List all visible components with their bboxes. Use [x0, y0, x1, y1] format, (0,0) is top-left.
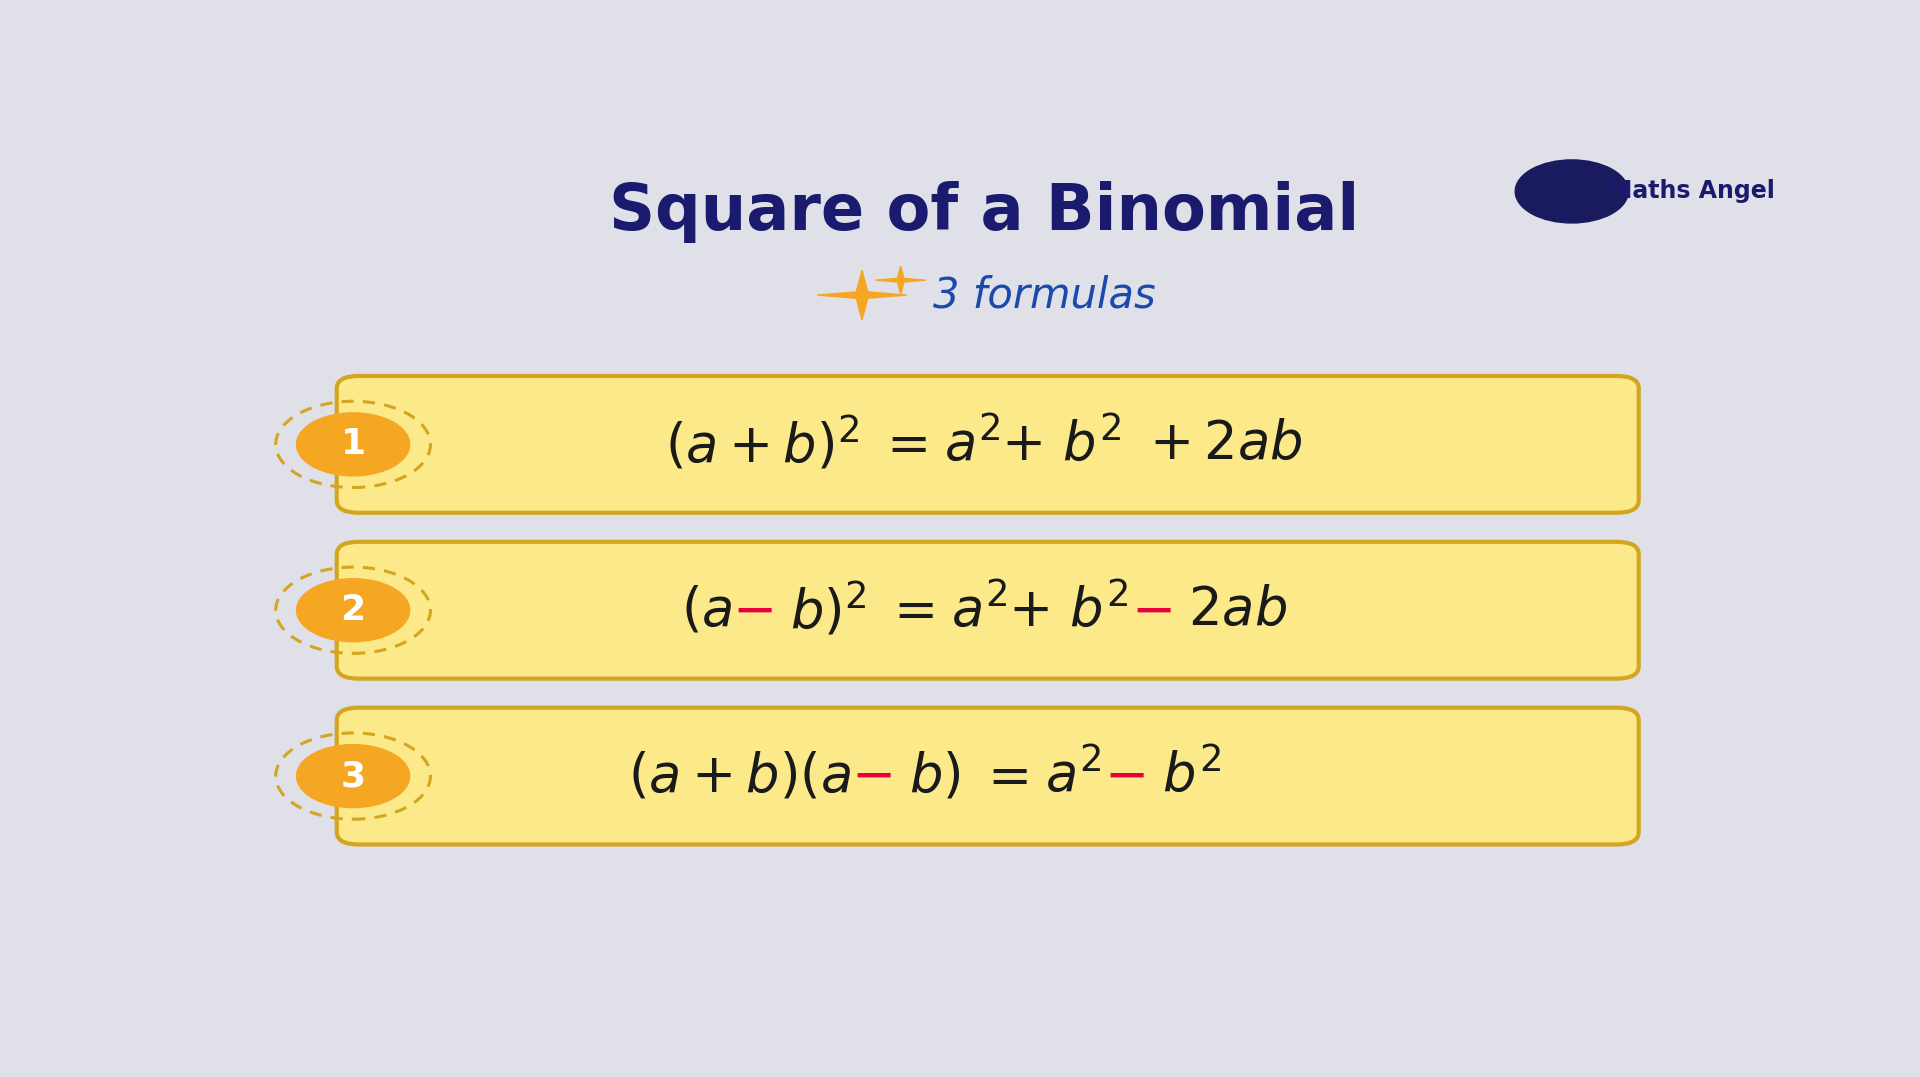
Text: $\ + 2ab$: $\ + 2ab$ — [1121, 418, 1302, 471]
Text: $\ b)$: $\ b)$ — [891, 750, 960, 802]
Text: $\  =\ $: $\ =\ $ — [860, 418, 927, 471]
Text: $-$: $-$ — [851, 750, 891, 802]
Text: $\ 2ab$: $\ 2ab$ — [1171, 584, 1288, 637]
Circle shape — [296, 412, 409, 476]
Text: $\ $: $\ $ — [1129, 584, 1131, 637]
Text: 2: 2 — [340, 593, 365, 627]
Polygon shape — [818, 270, 906, 320]
Text: $-$: $-$ — [1131, 584, 1171, 637]
FancyBboxPatch shape — [336, 376, 1640, 513]
Text: 1: 1 — [340, 428, 365, 461]
Text: $+\ b^2$: $+\ b^2$ — [1000, 418, 1121, 471]
FancyBboxPatch shape — [336, 542, 1640, 679]
Text: Maths Angel: Maths Angel — [1609, 180, 1774, 204]
Text: $\ b)^2$: $\ b)^2$ — [772, 582, 866, 640]
Text: $(a\ $: $(a\ $ — [680, 584, 732, 637]
Circle shape — [296, 578, 409, 642]
Text: $-$: $-$ — [732, 584, 772, 637]
Circle shape — [296, 744, 409, 808]
Circle shape — [1515, 159, 1628, 223]
Text: $\ a^2$: $\ a^2$ — [935, 584, 1008, 637]
Polygon shape — [876, 266, 925, 294]
Text: $\  =\ $: $\ =\ $ — [866, 584, 935, 637]
Text: $(a + b)^2$: $(a + b)^2$ — [666, 416, 860, 474]
Text: $(a + b)(a\ $: $(a + b)(a\ $ — [628, 750, 851, 802]
Text: $\ $: $\ $ — [1102, 750, 1104, 802]
Text: $\ b^2$: $\ b^2$ — [1144, 750, 1221, 802]
FancyBboxPatch shape — [336, 708, 1640, 844]
Text: $\ a^2$: $\ a^2$ — [1029, 750, 1102, 802]
Text: 3 formulas: 3 formulas — [933, 275, 1156, 316]
Text: $\ a^2$: $\ a^2$ — [927, 418, 1000, 471]
Text: $\  =\ $: $\ =\ $ — [960, 750, 1029, 802]
Text: Square of a Binomial: Square of a Binomial — [609, 181, 1359, 243]
Text: 3: 3 — [340, 759, 365, 793]
Text: $+\ b^2$: $+\ b^2$ — [1008, 584, 1129, 637]
Text: $-$: $-$ — [1104, 750, 1144, 802]
